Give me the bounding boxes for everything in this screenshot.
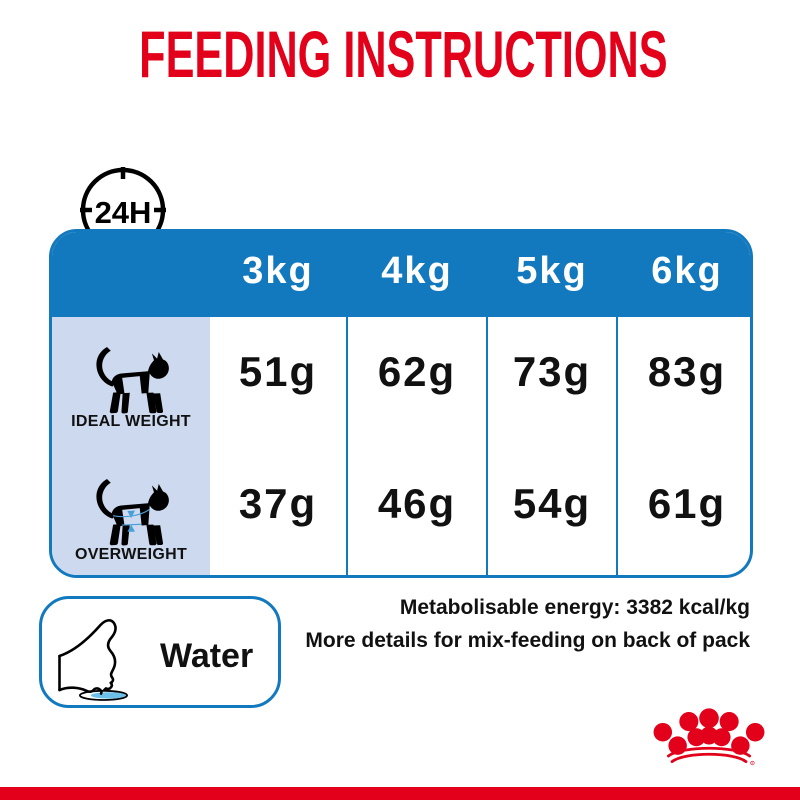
svg-text:24H: 24H: [95, 195, 152, 230]
